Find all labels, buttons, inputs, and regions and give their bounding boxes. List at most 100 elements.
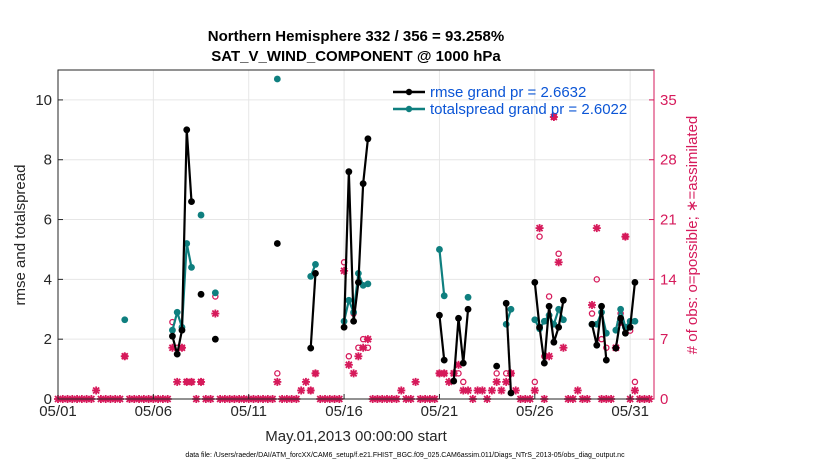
y2-tick-label: 28 <box>660 152 677 169</box>
obs-possible-point <box>531 378 539 386</box>
spread-point <box>197 211 205 219</box>
x-tick-label: 05/11 <box>231 403 267 420</box>
spread-point <box>464 293 472 301</box>
spread-point <box>507 305 515 313</box>
y-axis-left: 0 2 4 6 8 10 <box>35 92 63 408</box>
rmse-point <box>502 299 510 307</box>
y-tick-label: 4 <box>44 271 52 288</box>
obs-assimilated-point <box>344 360 353 369</box>
spread-line <box>438 249 446 296</box>
obs-possible-point <box>274 370 281 377</box>
obs-assimilated-point <box>363 335 372 344</box>
rmse-point <box>450 377 458 385</box>
spread-point <box>540 317 548 325</box>
x-tick-label: 05/01 <box>39 403 77 420</box>
rmse-point <box>493 362 501 370</box>
y-tick-label: 6 <box>44 212 52 229</box>
obs-possible-point <box>345 353 353 360</box>
obs-possible-point <box>536 233 543 240</box>
rmse-line <box>452 309 470 382</box>
obs-assimilated-point <box>535 224 544 233</box>
rmse-point <box>464 305 472 313</box>
obs-assimilated-point <box>211 309 220 318</box>
x-tick-label: 05/06 <box>135 403 173 420</box>
rmse-point <box>598 302 605 310</box>
chart-title: Northern Hemisphere 332 / 356 = 93.258% <box>208 28 504 45</box>
rmse-point <box>364 135 372 143</box>
rmse-point <box>436 311 443 319</box>
grid <box>57 70 654 399</box>
obs-possible-point <box>545 293 553 300</box>
x-tick-label: 05/21 <box>421 403 459 420</box>
y2-axis-label: # of obs: o=possible; ∗=assimilated <box>684 116 701 355</box>
rmse-point <box>631 278 639 286</box>
spread-point <box>188 264 195 271</box>
y-tick-label: 2 <box>44 331 52 348</box>
rmse-point <box>540 359 548 367</box>
x-axis: 05/01 05/06 05/11 05/16 05/21 05/26 05/31 <box>39 394 649 420</box>
footnote: data file: /Users/raeder/DAI/ATM_forcXX/… <box>185 452 625 459</box>
chart-subtitle: SAT_V_WIND_COMPONENT @ 1000 hPa <box>211 48 501 65</box>
spread-point <box>364 280 372 288</box>
y-axis-right: 0 7 14 21 28 35 <box>649 70 677 408</box>
obs-assimilated-point <box>502 377 511 386</box>
obs-assimilated-point <box>359 343 368 352</box>
obs-assimilated-point <box>464 386 473 395</box>
rmse-point <box>197 290 205 298</box>
rmse-point <box>340 323 348 331</box>
rmse-line <box>309 273 317 349</box>
obs-assimilated-point <box>549 113 558 121</box>
y2-tick-label: 35 <box>660 92 677 109</box>
rmse-point <box>312 269 319 277</box>
obs-assimilated-point <box>440 369 449 378</box>
legend-rmse-label: rmse grand pr = 2.6632 <box>430 84 586 101</box>
rmse-point <box>621 329 629 337</box>
rmse-point <box>588 320 596 328</box>
rmse-point <box>188 198 195 206</box>
obs-assimilated-point <box>187 377 196 386</box>
rmse-point <box>602 356 610 364</box>
obs-assimilated-point <box>349 369 358 378</box>
rmse-point <box>183 126 191 134</box>
rmse-point <box>211 335 219 343</box>
spread-point <box>312 261 319 268</box>
y-tick-label: 10 <box>35 92 52 109</box>
rmse-point <box>440 356 448 364</box>
rmse-line <box>505 303 513 394</box>
rmse-point <box>459 359 467 367</box>
rmse-point <box>555 323 563 331</box>
spread-point <box>631 317 639 325</box>
obs-assimilated-point <box>592 224 601 233</box>
obs-assimilated-point <box>545 352 554 361</box>
obs-assimilated-point <box>397 386 406 395</box>
obs-possible-point <box>493 370 500 377</box>
obs-assimilated-point <box>492 377 501 386</box>
obs-assimilated-point <box>173 377 182 386</box>
x-axis-label: May.01,2013 00:00:00 start <box>265 428 447 445</box>
obs-assimilated-point <box>559 343 568 352</box>
x-tick-label: 05/16 <box>325 403 363 420</box>
spread-point <box>436 246 443 253</box>
rmse-point <box>593 341 601 349</box>
obs-assimilated-point <box>311 369 320 378</box>
rmse-point <box>307 344 315 352</box>
obs-assimilated-point <box>554 258 563 267</box>
spread-point <box>555 305 563 313</box>
obs-assimilated-point <box>630 386 639 395</box>
rmse-point <box>536 323 543 331</box>
obs-assimilated-point <box>530 386 539 395</box>
spread-point <box>440 292 448 300</box>
rmse-point <box>350 317 358 325</box>
x-tick-label: 05/31 <box>611 403 649 420</box>
spread-point <box>169 326 176 334</box>
rmse-point <box>560 296 567 304</box>
obs-assimilated-point <box>306 386 315 395</box>
spread-point <box>121 316 129 324</box>
rmse-line <box>590 305 608 361</box>
y-tick-label: 0 <box>44 391 52 408</box>
obs-possible-point <box>593 276 601 283</box>
y-axis-label: rmse and totalspread <box>12 165 29 306</box>
rmse-line <box>438 315 446 361</box>
obs-possible-point <box>588 310 596 317</box>
obs-assimilated-point <box>478 386 487 395</box>
